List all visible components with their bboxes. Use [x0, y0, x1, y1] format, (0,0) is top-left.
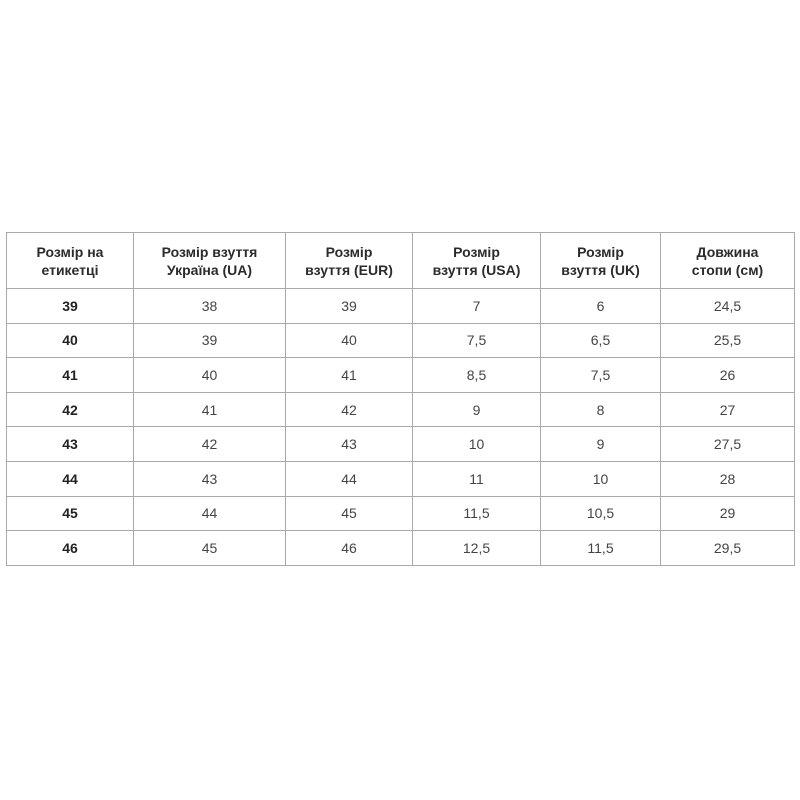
- header-ua-size: Розмір взуття Україна (UA): [133, 232, 286, 289]
- table-row: 40 39 40 7,5 6,5 25,5: [6, 322, 795, 359]
- cell-usa-size: 8,5: [412, 357, 541, 393]
- header-uk-size: Розмір взуття (UK): [540, 232, 661, 289]
- cell-usa-size: 12,5: [412, 530, 541, 566]
- header-text-line: Україна (UA): [166, 261, 253, 278]
- cell-label-size: 46: [6, 530, 134, 566]
- cell-foot-length: 29,5: [660, 530, 795, 566]
- cell-label-size: 40: [6, 322, 134, 359]
- cell-label-size: 45: [6, 495, 134, 532]
- cell-usa-size: 7,5: [412, 322, 541, 359]
- header-foot-length: Довжина стопи (см): [660, 232, 795, 289]
- cell-uk-size: 10: [540, 460, 661, 497]
- cell-eur-size: 44: [285, 460, 413, 497]
- cell-uk-size: 9: [540, 426, 661, 462]
- cell-ua-size: 38: [133, 288, 286, 324]
- cell-uk-size: 6,5: [540, 322, 661, 359]
- table-header-row: Розмір на етикетці Розмір взуття Україна (U…: [6, 232, 795, 289]
- header-text-line: етикетці: [41, 261, 99, 278]
- cell-usa-size: 7: [412, 288, 541, 324]
- cell-foot-length: 27,5: [660, 426, 795, 462]
- header-eur-size: Розмір взуття (EUR): [285, 232, 413, 289]
- header-text-line: взуття (UK): [561, 261, 640, 278]
- cell-usa-size: 11,5: [412, 495, 541, 532]
- cell-label-size: 43: [6, 426, 134, 462]
- header-text-line: Розмір: [577, 243, 624, 260]
- header-text-line: Розмір на: [36, 243, 104, 260]
- cell-foot-length: 28: [660, 460, 795, 497]
- header-text-line: Розмір: [453, 243, 500, 260]
- cell-usa-size: 11: [412, 460, 541, 497]
- table-row: 41 40 41 8,5 7,5 26: [6, 357, 795, 393]
- cell-eur-size: 46: [285, 530, 413, 566]
- cell-label-size: 41: [6, 357, 134, 393]
- cell-foot-length: 29: [660, 495, 795, 532]
- cell-eur-size: 39: [285, 288, 413, 324]
- header-text-line: Довжина: [696, 243, 759, 260]
- cell-ua-size: 40: [133, 357, 286, 393]
- cell-uk-size: 11,5: [540, 530, 661, 566]
- cell-usa-size: 9: [412, 391, 541, 428]
- cell-foot-length: 24,5: [660, 288, 795, 324]
- cell-ua-size: 43: [133, 460, 286, 497]
- cell-ua-size: 41: [133, 391, 286, 428]
- cell-foot-length: 27: [660, 391, 795, 428]
- table-row: 44 43 44 11 10 28: [6, 460, 795, 497]
- size-chart-table: Розмір на етикетці Розмір взуття Україна (U…: [6, 232, 795, 566]
- cell-ua-size: 45: [133, 530, 286, 566]
- header-label-size: Розмір на етикетці: [6, 232, 134, 289]
- cell-eur-size: 45: [285, 495, 413, 532]
- table-row: 46 45 46 12,5 11,5 29,5: [6, 530, 795, 566]
- cell-eur-size: 40: [285, 322, 413, 359]
- header-text-line: Розмір: [325, 243, 373, 260]
- cell-ua-size: 39: [133, 322, 286, 359]
- cell-eur-size: 42: [285, 391, 413, 428]
- header-text-line: взуття (USA): [432, 261, 521, 278]
- cell-ua-size: 42: [133, 426, 286, 462]
- table-row: 42 41 42 9 8 27: [6, 391, 795, 428]
- cell-uk-size: 10,5: [540, 495, 661, 532]
- cell-label-size: 42: [6, 391, 134, 428]
- table-row: 39 38 39 7 6 24,5: [6, 288, 795, 324]
- table-row: 43 42 43 10 9 27,5: [6, 426, 795, 462]
- header-text-line: Розмір взуття: [161, 243, 258, 260]
- cell-eur-size: 43: [285, 426, 413, 462]
- cell-label-size: 44: [6, 460, 134, 497]
- cell-eur-size: 41: [285, 357, 413, 393]
- cell-ua-size: 44: [133, 495, 286, 532]
- cell-label-size: 39: [6, 288, 134, 324]
- header-text-line: взуття (EUR): [305, 261, 393, 278]
- cell-foot-length: 26: [660, 357, 795, 393]
- cell-uk-size: 7,5: [540, 357, 661, 393]
- header-text-line: стопи (см): [691, 261, 764, 278]
- cell-foot-length: 25,5: [660, 322, 795, 359]
- header-usa-size: Розмір взуття (USA): [412, 232, 541, 289]
- cell-usa-size: 10: [412, 426, 541, 462]
- cell-uk-size: 6: [540, 288, 661, 324]
- table-row: 45 44 45 11,5 10,5 29: [6, 495, 795, 532]
- cell-uk-size: 8: [540, 391, 661, 428]
